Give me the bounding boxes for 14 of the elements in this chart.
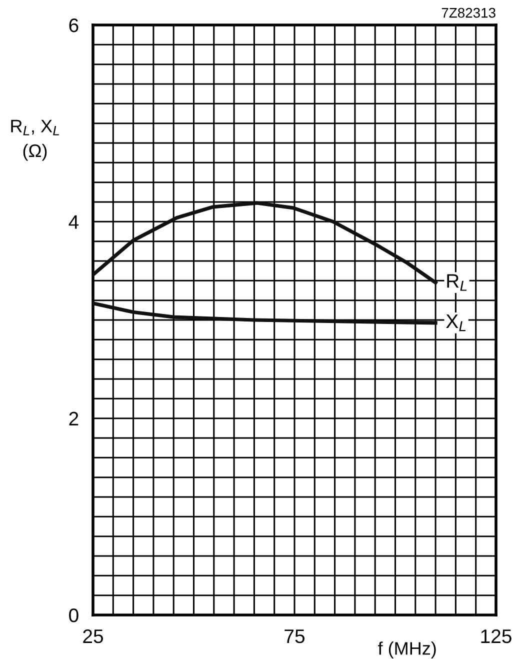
line-series — [93, 301, 438, 325]
series-label: R$_{L}$ — [447, 274, 467, 291]
y-tick-label: 2 — [69, 412, 78, 426]
y-tick-label: 0 — [69, 608, 78, 622]
y-tick-label: 6 — [69, 18, 78, 32]
line-series — [93, 201, 438, 284]
y-axis-title: R$_{L}$, X$_{L}$ (Ω) — [11, 120, 59, 161]
x-tick-label: 25 — [83, 629, 103, 644]
y-tick-label: 4 — [68, 215, 79, 229]
series-label: X$_{L}$ — [446, 314, 466, 332]
x-tick-label: 75 — [284, 630, 304, 644]
x-tick-label: 125 — [481, 629, 512, 644]
text: 7Z82313 — [442, 8, 496, 18]
x-axis-title: f (MHz) — [378, 642, 436, 658]
